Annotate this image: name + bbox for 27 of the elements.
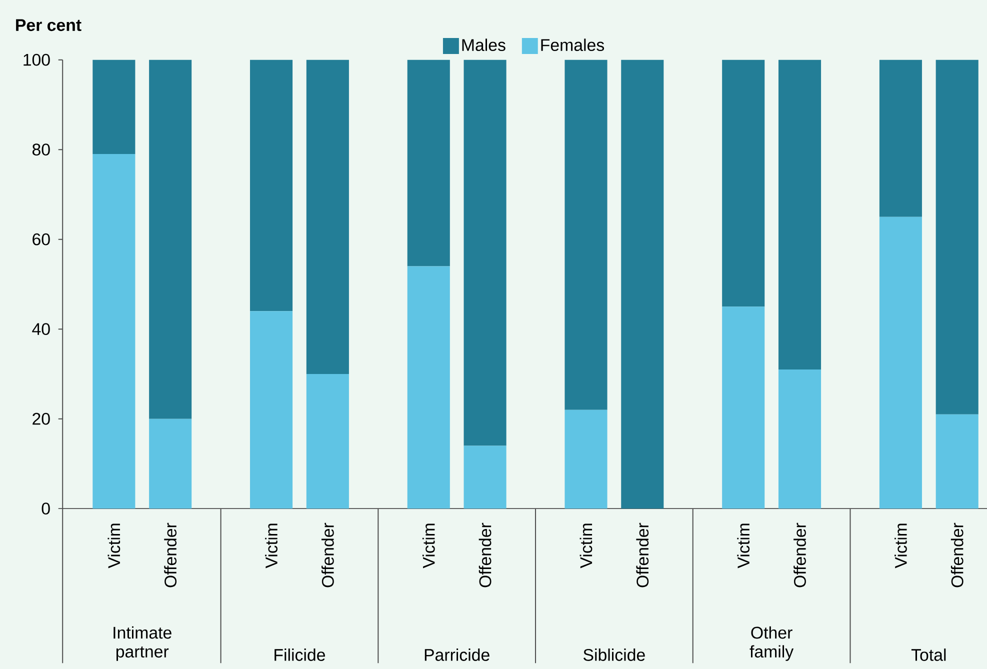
y-tick-label: 40: [32, 323, 50, 336]
legend-label: Males: [462, 38, 506, 51]
text: Parricide: [424, 648, 490, 661]
text: Intimate partner: [114, 626, 172, 661]
y-tick-label: 80: [32, 144, 50, 156]
x-tick-label: Offender: [478, 522, 492, 588]
x-tick-label: Victim: [737, 524, 750, 568]
x-tick-label: Victim: [580, 524, 592, 568]
x-tick-label: Offender: [164, 522, 177, 588]
y-tick-label: 60: [32, 233, 50, 246]
x-tick-label: Victim: [108, 524, 120, 568]
legend-label: Females: [541, 38, 604, 51]
y-tick-label: 100: [24, 54, 50, 66]
text: Siblicide: [584, 648, 645, 661]
x-tick-label: Offender: [321, 522, 334, 588]
x-tick-label: Victim: [265, 524, 278, 568]
x-tick-label: Victim: [894, 524, 907, 568]
y-tick-label: 20: [32, 412, 50, 425]
x-tick-label: Offender: [794, 522, 806, 588]
y-axis-title: Per cent: [16, 19, 82, 32]
x-tick-label: Offender: [950, 522, 964, 588]
text: Total: [911, 648, 946, 661]
x-tick-label: Offender: [636, 522, 649, 588]
text: Filicide: [274, 648, 326, 661]
y-tick-label: 0: [42, 502, 50, 514]
text: Other family: [750, 626, 794, 661]
x-tick-label: Victim: [422, 524, 435, 568]
